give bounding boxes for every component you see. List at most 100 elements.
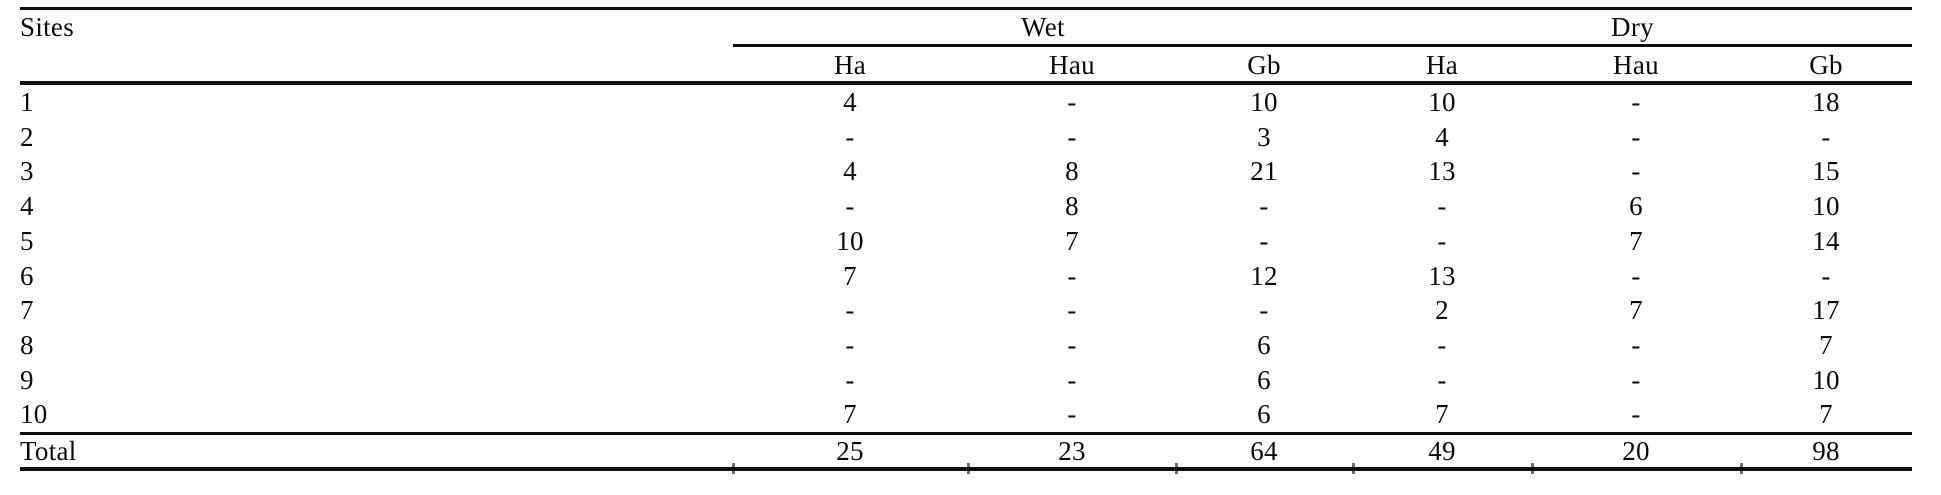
top-rule [20, 7, 1912, 10]
value-cell: 10 [1812, 191, 1840, 222]
value-cell: 10 [836, 225, 864, 256]
value-cell: - [1631, 399, 1641, 430]
value-cell: 4 [843, 87, 857, 117]
total-value-cell: 49 [1428, 436, 1456, 466]
value-cell: - [1437, 191, 1447, 222]
group-header-wet: Wet [1021, 12, 1065, 42]
value-cell: - [1437, 364, 1447, 395]
site-cell: 10 [20, 399, 48, 430]
value-cell: 7 [1819, 399, 1833, 430]
value-cell: - [1631, 87, 1641, 117]
table-row: 10 7 - 6 7 - 7 [0, 397, 1941, 432]
value-cell: 7 [843, 260, 857, 291]
value-cell: - [1067, 364, 1077, 395]
site-cell: 7 [20, 295, 34, 326]
table-row: 6 7 - 12 13 - - [0, 259, 1941, 294]
site-cell: 2 [20, 121, 34, 152]
value-cell: - [1631, 364, 1641, 395]
site-cell: 9 [20, 364, 34, 395]
value-cell: 7 [843, 399, 857, 430]
table-row: 7 - - - 2 7 17 [0, 293, 1941, 328]
table-row: 5 10 7 - - 7 14 [0, 224, 1941, 259]
column-header-dry-gb: Gb [1809, 50, 1843, 80]
column-header-wet-gb: Gb [1247, 50, 1281, 80]
value-cell: - [1437, 329, 1447, 360]
value-cell: - [1067, 121, 1077, 152]
value-cell: - [1067, 87, 1077, 117]
value-cell: 4 [843, 156, 857, 187]
value-cell: 7 [1629, 225, 1643, 256]
value-cell: - [1259, 225, 1269, 256]
value-cell: 8 [1065, 156, 1079, 187]
value-cell: 2 [1435, 295, 1449, 326]
value-cell: - [845, 329, 855, 360]
total-label: Total [20, 436, 77, 466]
site-cell: 8 [20, 329, 34, 360]
value-cell: 13 [1428, 260, 1456, 291]
value-cell: - [1067, 260, 1077, 291]
table-row: 1 4 - 10 10 - 18 [0, 85, 1941, 120]
site-cell: 4 [20, 191, 34, 222]
value-cell: 7 [1435, 399, 1449, 430]
table-row: 8 - - 6 - - 7 [0, 328, 1941, 363]
column-header-dry-hau: Hau [1613, 50, 1659, 80]
table-row: 2 - - 3 4 - - [0, 120, 1941, 155]
value-cell: 4 [1435, 121, 1449, 152]
value-cell: - [1067, 329, 1077, 360]
bottom-rule [20, 467, 1912, 471]
value-cell: - [1259, 295, 1269, 326]
value-cell: 13 [1428, 156, 1456, 187]
value-cell: 6 [1629, 191, 1643, 222]
value-cell: - [1631, 156, 1641, 187]
column-header-dry-ha: Ha [1425, 50, 1459, 80]
column-header-sites: Sites [20, 12, 75, 42]
value-cell: - [845, 295, 855, 326]
value-cell: 3 [1257, 121, 1271, 152]
value-cell: 10 [1812, 364, 1840, 395]
value-cell: 12 [1250, 260, 1278, 291]
value-cell: 6 [1257, 399, 1271, 430]
value-cell: - [1631, 260, 1641, 291]
value-cell: - [845, 121, 855, 152]
value-cell: 14 [1812, 225, 1840, 256]
value-cell: 7 [1629, 295, 1643, 326]
value-cell: - [1259, 191, 1269, 222]
site-cell: 3 [20, 156, 34, 187]
value-cell: 7 [1819, 329, 1833, 360]
site-cell: 5 [20, 225, 34, 256]
site-cell: 6 [20, 260, 34, 291]
total-value-cell: 64 [1250, 436, 1278, 466]
value-cell: 6 [1257, 329, 1271, 360]
table-row: 9 - - 6 - - 10 [0, 363, 1941, 398]
value-cell: 15 [1812, 156, 1840, 187]
value-cell: 8 [1065, 191, 1079, 222]
table-row: 3 4 8 21 13 - 15 [0, 154, 1941, 189]
value-cell: - [1821, 260, 1831, 291]
total-value-cell: 25 [836, 436, 864, 466]
value-cell: 10 [1250, 87, 1278, 117]
value-cell: - [1631, 121, 1641, 152]
value-cell: 7 [1065, 225, 1079, 256]
value-cell: - [845, 191, 855, 222]
group-header-dry: Dry [1611, 12, 1654, 42]
total-value-cell: 98 [1812, 436, 1840, 466]
header-rule [20, 81, 1912, 85]
value-cell: - [1067, 295, 1077, 326]
total-value-cell: 20 [1622, 436, 1650, 466]
column-header-wet-ha: Ha [833, 50, 867, 80]
total-value-cell: 23 [1058, 436, 1086, 466]
table-row: 4 - 8 - - 6 10 [0, 189, 1941, 224]
value-cell: 6 [1257, 364, 1271, 395]
value-cell: - [1437, 225, 1447, 256]
value-cell: - [845, 364, 855, 395]
value-cell: 21 [1250, 156, 1278, 187]
value-cell: 10 [1428, 87, 1456, 117]
value-cell: - [1067, 399, 1077, 430]
group-header-rule [733, 44, 1912, 47]
column-header-wet-hau: Hau [1049, 50, 1095, 80]
total-top-rule [20, 432, 1912, 435]
value-cell: - [1821, 121, 1831, 152]
value-cell: 18 [1812, 87, 1840, 117]
site-cell: 1 [20, 87, 34, 117]
